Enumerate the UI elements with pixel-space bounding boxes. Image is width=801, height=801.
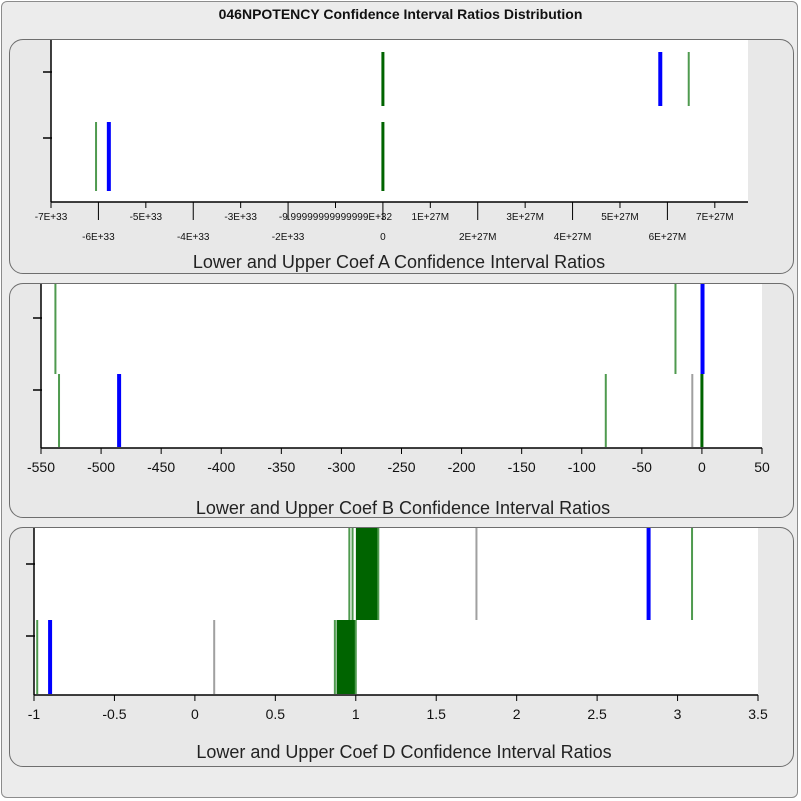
x-tick-label: -550 [27, 459, 55, 475]
x-tick-label: 50 [754, 459, 770, 475]
coef-b-panel: -550 -500 -450 -400 -350 -300 -250 -200 -150 -100… [9, 283, 794, 518]
x-tick-label: -0.5 [102, 706, 126, 722]
x-tick-label: -200 [448, 459, 476, 475]
coef-a-chart: -7E+33 -6E+33 -5E+33 -4E+33 -3E+33 -2E+33 -9.9… [35, 40, 748, 272]
plot-area [34, 528, 758, 695]
x-tick-label: -450 [147, 459, 175, 475]
x-tick-label: 1E+27M [412, 212, 450, 223]
x-tick-label: -250 [387, 459, 415, 475]
x-tick-label: 0 [191, 706, 199, 722]
x-tick-label: 5E+27M [601, 212, 639, 223]
x-tick-label: -500 [87, 459, 115, 475]
x-axis-title: Lower and Upper Coef B Confidence Interv… [196, 498, 610, 518]
x-tick-label: 4E+27M [554, 232, 592, 243]
x-tick-label: -50 [632, 459, 652, 475]
x-tick-label: 0 [380, 232, 386, 243]
coef-d-panel: -1 -0.5 0 0.5 1 1.5 2 2.5 3 3.5 Lower and Upper Co… [9, 527, 794, 767]
x-tick-label: 2.5 [587, 706, 607, 722]
x-axis-title: Lower and Upper Coef A Confidence Interv… [193, 252, 605, 272]
x-tick-label: 2E+27M [459, 232, 497, 243]
x-tick-label: -300 [327, 459, 355, 475]
x-tick-label: 0.5 [266, 706, 286, 722]
x-tick-label: -400 [207, 459, 235, 475]
x-tick-label: -6E+33 [82, 232, 115, 243]
x-tick-label: 3 [674, 706, 682, 722]
coef-b-chart: -550 -500 -450 -400 -350 -300 -250 -200 -150 -100… [27, 284, 770, 518]
x-tick-label: -150 [508, 459, 536, 475]
plot-area [51, 40, 748, 202]
x-tick-label: 3E+27M [506, 212, 544, 223]
x-tick-label: -7E+33 [35, 212, 68, 223]
x-tick-label: 1 [352, 706, 360, 722]
x-tick-label: -5E+33 [130, 212, 163, 223]
x-tick-label: 1.5 [426, 706, 446, 722]
coef-a-panel: -7E+33 -6E+33 -5E+33 -4E+33 -3E+33 -2E+33 -9.9… [9, 39, 794, 274]
x-tick-label: -1 [28, 706, 41, 722]
x-tick-label: -4E+33 [177, 232, 210, 243]
x-tick-label: -2E+33 [272, 232, 305, 243]
x-tick-label: 2 [513, 706, 521, 722]
x-tick-label: 7E+27M [696, 212, 734, 223]
plot-area [41, 284, 762, 448]
x-tick-label: 6E+27M [649, 232, 687, 243]
x-tick-label: -100 [568, 459, 596, 475]
x-tick-label: -9.99999999999999E+32 [279, 212, 393, 223]
x-axis-title: Lower and Upper Coef D Confidence Interv… [196, 742, 611, 762]
x-tick-label: 3.5 [748, 706, 768, 722]
x-tick-label: 0 [698, 459, 706, 475]
x-tick-label: -3E+33 [224, 212, 257, 223]
x-tick-label: -350 [267, 459, 295, 475]
chart-title: 046NPOTENCY Confidence Interval Ratios D… [218, 6, 583, 22]
coef-d-chart: -1 -0.5 0 0.5 1 1.5 2 2.5 3 3.5 Lower and Upper Co… [26, 528, 768, 762]
